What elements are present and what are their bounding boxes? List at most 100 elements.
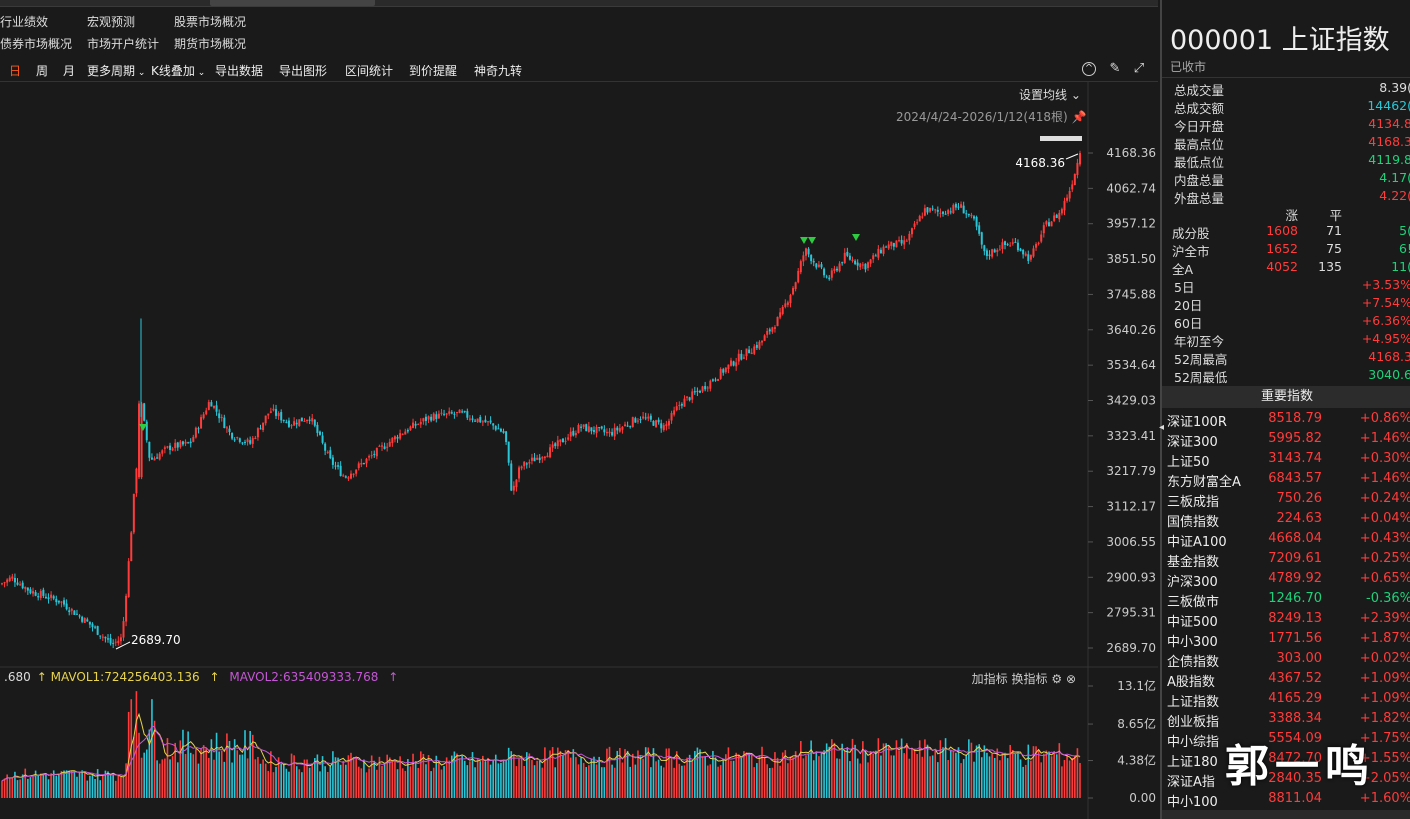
volume-bar bbox=[1055, 754, 1058, 798]
candle-body bbox=[887, 244, 890, 249]
index-row[interactable]: 国债指数 224.63 +0.04% bbox=[1162, 511, 1410, 531]
y-tick-label: 3851.50 bbox=[1106, 252, 1156, 266]
index-row[interactable]: 三板成指 750.26 +0.24% bbox=[1162, 491, 1410, 511]
range-stats-button[interactable]: 区间统计 bbox=[345, 64, 394, 78]
candle-body bbox=[381, 445, 384, 447]
index-row[interactable]: 上证指数 4165.29 +1.09% bbox=[1162, 691, 1410, 711]
link-bond-market-overview[interactable]: 债券市场概况 bbox=[0, 37, 73, 51]
volume-bar bbox=[740, 756, 743, 798]
price-alert-button[interactable]: 到价提醒 bbox=[409, 64, 458, 78]
close-icon[interactable]: ⊗ bbox=[1065, 672, 1076, 686]
volume-bar bbox=[432, 767, 435, 798]
candle-body bbox=[611, 432, 614, 436]
volume-bar bbox=[662, 767, 665, 798]
volume-bar bbox=[208, 757, 210, 798]
kline-chart-area[interactable]: 4168.36 4062.74 3957.12 3851.50 3745.88 3640.… bbox=[0, 82, 1158, 819]
candle-body bbox=[890, 241, 893, 246]
index-row[interactable]: 深证100R 8518.79 +0.86% bbox=[1162, 411, 1410, 431]
candle-body bbox=[812, 261, 815, 263]
gear-icon[interactable]: ⚙ bbox=[1051, 672, 1063, 686]
volume-bar bbox=[39, 773, 42, 798]
candle-body bbox=[163, 447, 166, 449]
volume-bar bbox=[867, 762, 869, 798]
k-overlay-dropdown[interactable]: K线叠加 ⌄ bbox=[151, 62, 205, 79]
index-row[interactable]: 企债指数 303.00 +0.02% bbox=[1162, 651, 1410, 671]
index-row[interactable]: 基金指数 7209.61 +0.25% bbox=[1162, 551, 1410, 571]
index-row[interactable]: 中小300 1771.56 +1.87% bbox=[1162, 631, 1410, 651]
add-indicator-button[interactable]: 加指标 bbox=[971, 672, 1008, 686]
volume-bar bbox=[1022, 766, 1024, 798]
tab-active[interactable] bbox=[210, 0, 375, 6]
volume-bar bbox=[220, 750, 223, 798]
collapse-up-icon[interactable]: ^ bbox=[1082, 62, 1096, 76]
candle-body bbox=[130, 532, 133, 562]
candle-body bbox=[913, 223, 916, 227]
volume-bar bbox=[797, 755, 800, 798]
export-image-button[interactable]: 导出图形 bbox=[279, 64, 328, 78]
set-ma-dropdown[interactable]: 设置均线 ⌄ bbox=[1019, 88, 1081, 102]
stat-value: 4119.8 bbox=[1368, 152, 1410, 167]
volume-bar bbox=[505, 760, 507, 798]
volume-bar bbox=[893, 755, 895, 798]
index-row[interactable]: 上证50 3143.74 +0.30% bbox=[1162, 451, 1410, 471]
candle-body bbox=[861, 264, 864, 266]
index-row[interactable]: 深证300 5995.82 +1.46% bbox=[1162, 431, 1410, 451]
index-name: A股指数 bbox=[1167, 675, 1215, 690]
link-macro-forecast[interactable]: 宏观预测 bbox=[87, 15, 136, 29]
index-row[interactable]: 东方财富全A 6843.57 +1.46% bbox=[1162, 471, 1410, 491]
brush-icon[interactable]: ✎ bbox=[1109, 61, 1121, 76]
index-row[interactable]: 三板做市 1246.70 -0.36% bbox=[1162, 591, 1410, 611]
volume-bar bbox=[262, 759, 264, 798]
candle-body bbox=[39, 590, 42, 598]
candle-body bbox=[600, 426, 603, 429]
link-industry-performance[interactable]: 行业绩效 bbox=[0, 15, 49, 29]
candle-body bbox=[691, 391, 694, 400]
candle-body bbox=[461, 411, 464, 413]
candle-body bbox=[388, 441, 391, 447]
candle-body bbox=[453, 413, 456, 415]
period-month-button[interactable]: 月 bbox=[63, 64, 76, 78]
volume-bar bbox=[407, 759, 409, 798]
index-row[interactable]: A股指数 4367.52 +1.09% bbox=[1162, 671, 1410, 691]
candle-body bbox=[184, 441, 187, 444]
magic-nine-button[interactable]: 神奇九转 bbox=[474, 64, 523, 78]
sidebar-toggle-icon[interactable]: ◂ bbox=[1159, 422, 1165, 433]
index-row[interactable]: 深证A指 2840.35 +2.05% bbox=[1162, 771, 1410, 791]
volume-bar bbox=[735, 752, 737, 798]
candle-body bbox=[585, 424, 588, 432]
volume-bar bbox=[363, 759, 365, 798]
index-row[interactable]: 创业板指 3388.34 +1.82% bbox=[1162, 711, 1410, 731]
index-row[interactable]: 中证500 8249.13 +2.39% bbox=[1162, 611, 1410, 631]
index-change: +0.86% bbox=[1359, 411, 1410, 426]
signal-arrow-icon bbox=[139, 424, 147, 431]
volume-bar bbox=[833, 742, 836, 798]
volume-bar bbox=[523, 765, 525, 798]
candle-body bbox=[303, 420, 306, 422]
candle-body bbox=[329, 450, 332, 459]
index-row[interactable]: 中小综指 5554.09 +1.75% bbox=[1162, 731, 1410, 751]
candle-body bbox=[753, 346, 756, 354]
index-row[interactable]: 中证A100 4668.04 +0.43% bbox=[1162, 531, 1410, 551]
volume-bar bbox=[564, 750, 567, 798]
link-futures-overview[interactable]: 期货市场概况 bbox=[174, 37, 247, 51]
y-tick-label: 2689.70 bbox=[1106, 641, 1156, 655]
pin-icon[interactable]: 📌 bbox=[1071, 110, 1087, 124]
more-periods-dropdown[interactable]: 更多周期 ⌄ bbox=[87, 62, 145, 79]
candle-body bbox=[949, 211, 952, 213]
candle-body bbox=[688, 397, 691, 401]
candle-body bbox=[135, 468, 138, 494]
switch-indicator-button[interactable]: 换指标 bbox=[1011, 672, 1048, 686]
link-account-stats[interactable]: 市场开户统计 bbox=[87, 37, 160, 51]
volume-bar bbox=[577, 764, 580, 798]
period-day-button[interactable]: 日 bbox=[9, 64, 22, 78]
index-row[interactable]: 沪深300 4789.92 +0.65% bbox=[1162, 571, 1410, 591]
link-stock-market-overview[interactable]: 股票市场概况 bbox=[174, 15, 247, 29]
export-data-button[interactable]: 导出数据 bbox=[215, 64, 264, 78]
index-row[interactable]: 中小100 8811.04 +1.60% bbox=[1162, 791, 1410, 811]
period-week-button[interactable]: 周 bbox=[36, 64, 49, 78]
candle-body bbox=[122, 621, 125, 638]
fullscreen-icon[interactable]: ⤢ bbox=[1133, 61, 1145, 76]
volume-bar bbox=[195, 749, 197, 798]
index-row[interactable]: 上证180 8472.70 +1.55% bbox=[1162, 751, 1410, 771]
y-tick-label: 4168.36 bbox=[1106, 146, 1156, 160]
